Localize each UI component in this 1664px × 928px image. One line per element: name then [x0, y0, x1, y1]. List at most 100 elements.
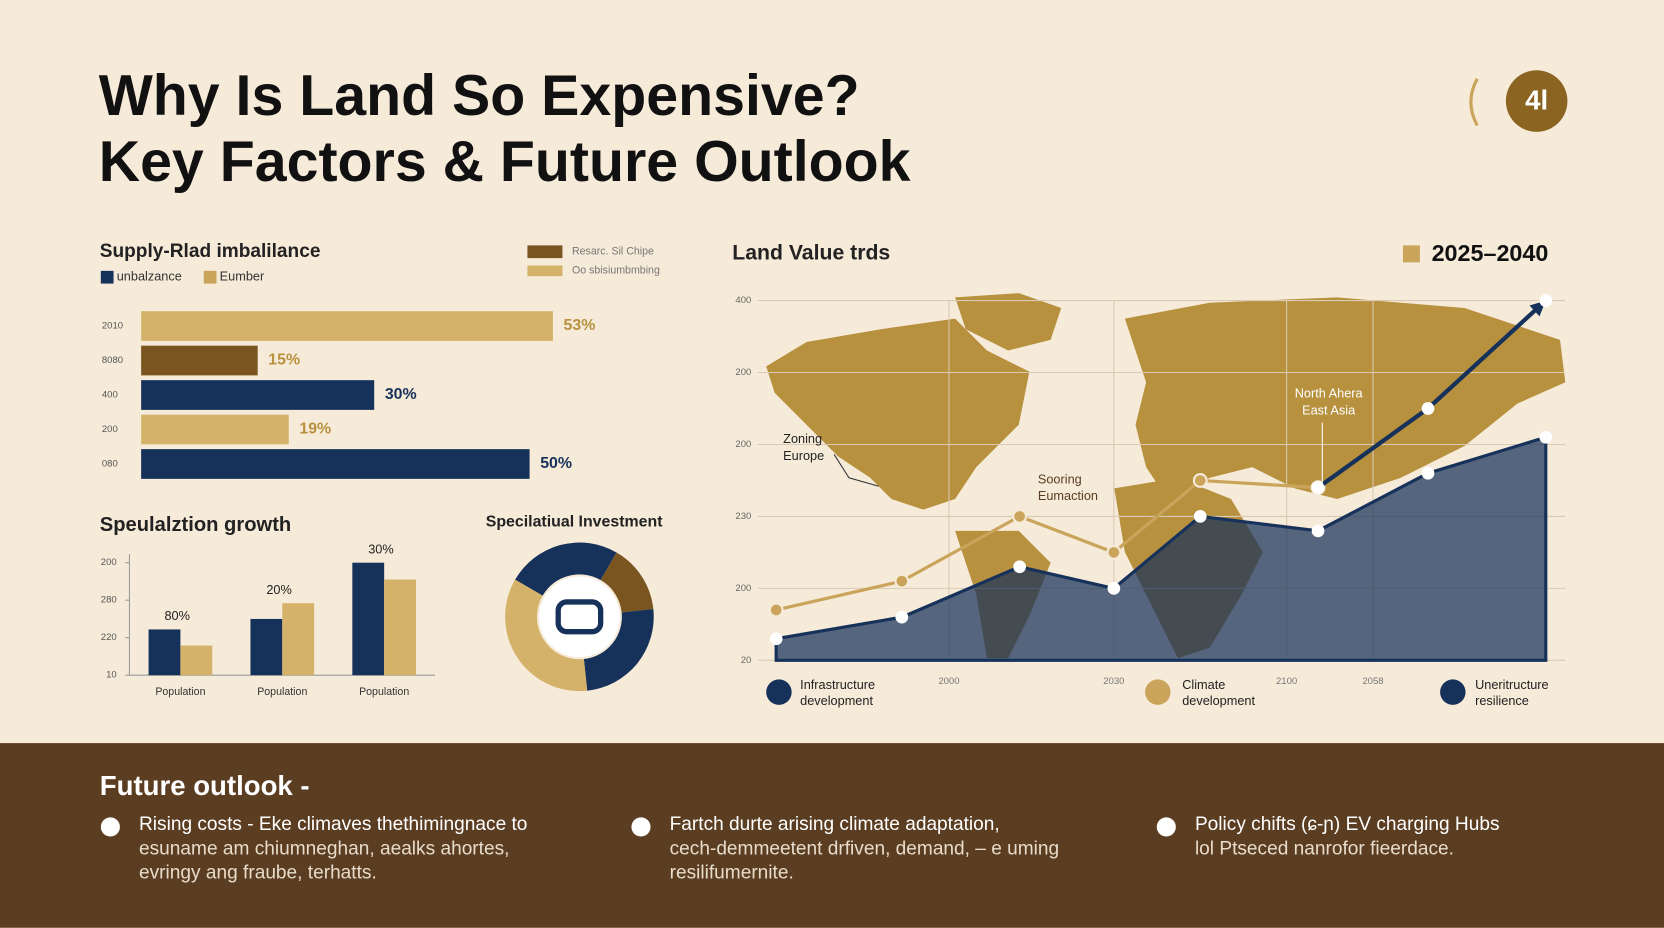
point [1106, 544, 1122, 560]
donut-segment [515, 542, 617, 596]
bar [384, 579, 416, 676]
y-tick-label: 400 [735, 295, 751, 306]
point [1421, 402, 1435, 415]
x-tick-label: 2000 [938, 676, 959, 687]
annotation: Eumaction [1038, 488, 1098, 503]
feature-label: development [1182, 693, 1255, 708]
x-tick-label: Population [257, 686, 307, 698]
y-tick-label: 200 [735, 583, 751, 594]
point [1192, 473, 1208, 488]
line [775, 478, 1319, 612]
legend-label: Oo sbisiumbmbing [572, 265, 660, 277]
y-tick-label: 230 [735, 511, 751, 522]
footer-text: evringy ang fraube, terhatts. [139, 863, 377, 884]
y-tick-label: 200 [735, 439, 751, 450]
feature-label: Infrastructure [800, 677, 875, 692]
y-tick-label: 220 [101, 632, 117, 643]
point [1193, 510, 1207, 523]
feature-icon [766, 679, 792, 705]
footer-text: cech-demmeetent drfiven, demand, – e umi… [670, 838, 1060, 859]
y-tick-label: 10 [106, 670, 117, 681]
annotation: 30% [368, 541, 393, 556]
data-label: 50% [540, 455, 572, 472]
chart-title: Speulalztion growth [100, 514, 291, 536]
bar [148, 629, 181, 676]
point [1539, 430, 1553, 444]
title: Key Factors & Future Outlook [99, 130, 911, 194]
feature-label: development [800, 693, 873, 708]
feature-label: Climate [1182, 677, 1225, 692]
donut-segment [505, 579, 588, 692]
bar [180, 645, 213, 676]
bar [282, 603, 315, 676]
bullet [1156, 817, 1176, 837]
donut-icon [555, 599, 604, 635]
y-tick-label: 400 [102, 390, 118, 401]
legend-swatch [100, 270, 114, 284]
annotation: Sooring [1038, 471, 1082, 486]
donut-segment [583, 609, 654, 691]
x-tick-label: Population [359, 686, 409, 698]
donut-center [539, 576, 620, 658]
data-label: 30% [385, 386, 417, 403]
point [1421, 466, 1435, 480]
y-tick-label: 200 [735, 367, 751, 378]
data-label: 19% [299, 421, 331, 438]
point [1012, 508, 1028, 524]
leader [833, 454, 879, 487]
y-tick-label: 8080 [102, 355, 123, 366]
point [895, 610, 909, 624]
legend-swatch [203, 270, 217, 284]
chart-title: Specilatiual Investment [486, 514, 663, 531]
legend-swatch [1402, 245, 1420, 263]
footer-text: Rising costs - Eke climaves thethimingna… [139, 814, 527, 835]
y-tick-label: 200 [101, 557, 117, 568]
feature-icon [1145, 679, 1171, 705]
point [769, 632, 783, 646]
annotation: Zoning [783, 431, 822, 446]
footer-text: Policy chifts (ɕ-ɲ) EV charging Hubs [1195, 814, 1500, 835]
x-tick-label: 2058 [1362, 676, 1383, 687]
legend-swatch [527, 265, 563, 277]
legend-label: unbalzance [117, 269, 182, 284]
data-label: 53% [564, 317, 596, 334]
x-tick-label: Population [155, 686, 205, 698]
footer-text: lol Ptseced nanrofor fieerdace. [1195, 838, 1454, 859]
annotation: East Asia [1302, 402, 1356, 417]
feature-label: resilience [1475, 693, 1529, 708]
legend-swatch [527, 245, 563, 259]
footer-text: Fartch durte arising climate adaptation, [670, 814, 1000, 835]
point [1539, 294, 1553, 307]
footer-title: Future outlook - [100, 770, 310, 801]
point [1311, 524, 1325, 538]
feature-icon [1440, 679, 1466, 705]
chart-title: Land Value trds [732, 241, 890, 264]
bar [141, 449, 530, 479]
title: Why Is Land So Expensive? [99, 64, 860, 128]
bar [141, 311, 553, 341]
x-tick-label: 2100 [1276, 676, 1297, 687]
bullet [100, 817, 120, 837]
point [894, 573, 910, 589]
annotation: 80% [164, 608, 189, 623]
annotation: Europe [783, 448, 824, 463]
point [1013, 560, 1026, 574]
bar [250, 618, 283, 676]
y-tick-label: 200 [102, 424, 118, 435]
annotation: 20% [266, 582, 291, 597]
legend-label: Eumber [220, 269, 265, 284]
chart-title: Supply-Rlad imbalilance [100, 241, 321, 262]
point [1311, 481, 1325, 495]
legend-label: Resarc. Sil Chipe [572, 246, 654, 258]
donut-segment [600, 552, 654, 613]
x-tick-label: 2030 [1103, 676, 1124, 687]
badge-text: 4l [1525, 84, 1548, 115]
legend-label: 2025–2040 [1432, 240, 1549, 266]
y-tick-label: 280 [101, 595, 117, 606]
bar [141, 345, 258, 376]
feature-label: Uneritructure [1475, 677, 1549, 692]
point [1107, 582, 1121, 595]
badge-arc [1469, 78, 1479, 127]
